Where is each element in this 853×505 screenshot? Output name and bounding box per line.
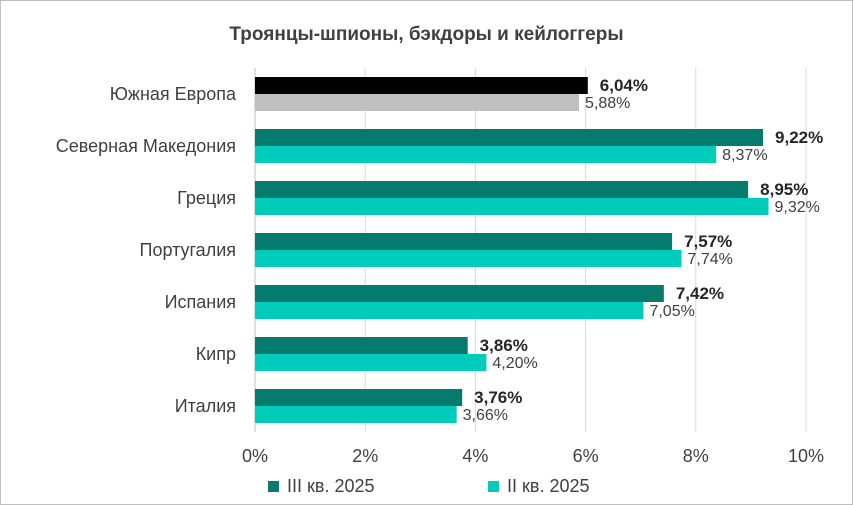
- bar-series2: [255, 146, 717, 163]
- bar-series1: [255, 77, 588, 94]
- x-tick-label: 8%: [683, 446, 709, 466]
- value-label-series2: 9,32%: [775, 199, 820, 216]
- value-label-series2: 5,88%: [585, 95, 630, 112]
- category-label: Италия: [175, 396, 236, 416]
- bar-series1: [255, 389, 463, 406]
- x-tick-label: 0%: [242, 446, 268, 466]
- value-label-series1: 9,22%: [775, 128, 823, 147]
- bar-series2: [255, 354, 487, 371]
- legend-swatch-series2: [488, 481, 499, 492]
- value-label-series2: 4,20%: [492, 355, 537, 372]
- bar-series2: [255, 406, 457, 423]
- bar-series1: [255, 181, 749, 198]
- category-label: Португалия: [140, 240, 237, 260]
- bar-series1: [255, 233, 673, 250]
- value-label-series2: 7,05%: [649, 303, 694, 320]
- legend-label-series2: II кв. 2025: [507, 476, 590, 496]
- x-tick-label: 10%: [788, 446, 824, 466]
- category-label: Греция: [177, 188, 236, 208]
- x-tick-label: 4%: [462, 446, 488, 466]
- bars: [255, 77, 769, 423]
- legend-item-series1: III кв. 2025: [268, 476, 375, 497]
- value-label-series2: 8,37%: [722, 147, 767, 164]
- legend-item-series2: II кв. 2025: [488, 476, 590, 497]
- bar-series2: [255, 250, 682, 267]
- value-label-series1: 7,57%: [684, 232, 732, 251]
- category-label: Северная Македония: [56, 136, 236, 156]
- bar-series2: [255, 94, 579, 111]
- value-label-series1: 3,86%: [480, 336, 528, 355]
- value-label-series1: 8,95%: [760, 180, 808, 199]
- value-label-series2: 3,66%: [463, 407, 508, 424]
- legend: III кв. 2025 II кв. 2025: [0, 476, 853, 500]
- x-tick-label: 2%: [352, 446, 378, 466]
- bar-series1: [255, 285, 664, 302]
- legend-swatch-series1: [268, 481, 279, 492]
- value-label-series1: 3,76%: [474, 388, 522, 407]
- value-label-series1: 7,42%: [676, 284, 724, 303]
- chart-title: Троянцы-шпионы, бэкдоры и кейлоггеры: [229, 24, 624, 45]
- category-label: Кипр: [196, 344, 236, 364]
- category-label: Южная Европа: [110, 84, 237, 104]
- value-label-series1: 6,04%: [600, 76, 648, 95]
- legend-label-series1: III кв. 2025: [287, 476, 375, 496]
- x-tick-label: 6%: [573, 446, 599, 466]
- bar-series1: [255, 337, 468, 354]
- bar-series2: [255, 198, 769, 215]
- value-label-series2: 7,74%: [687, 251, 732, 268]
- labels: 0% 2% 4% 6% 8% 10% Южная Европа 6,04%5,88% Север…: [56, 76, 824, 466]
- bar-series1: [255, 129, 764, 146]
- bar-series2: [255, 302, 644, 319]
- category-label: Испания: [165, 292, 236, 312]
